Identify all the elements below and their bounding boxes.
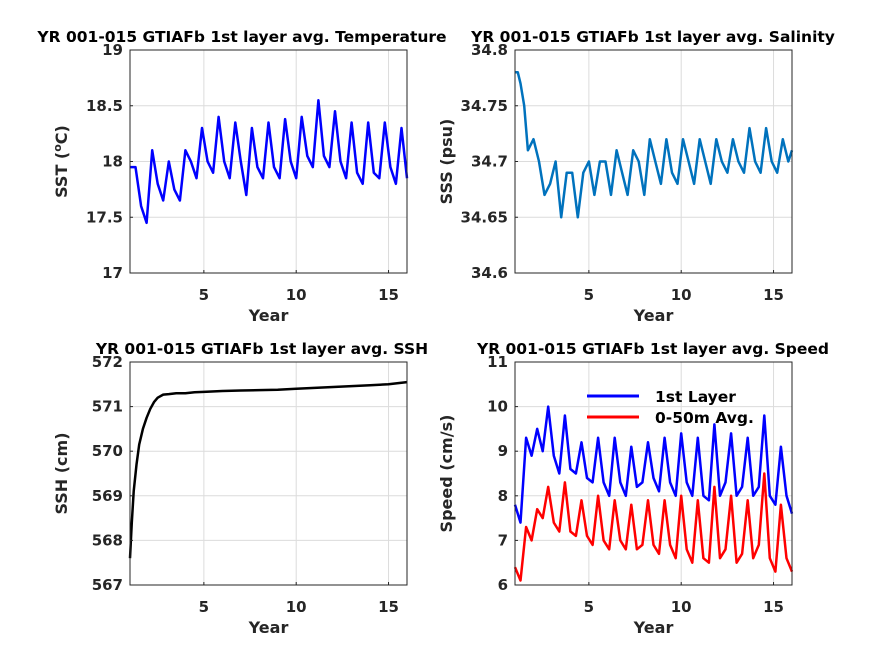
x-tick-label: 15 bbox=[378, 286, 399, 304]
x-tick-label: 15 bbox=[763, 286, 784, 304]
plot-area bbox=[130, 362, 407, 585]
x-tick-label: 10 bbox=[671, 286, 692, 304]
y-tick-label: 17 bbox=[102, 264, 123, 282]
salinity-panel: 5 10 15 34.6 34.65 34.7 34.75 34.8YR 001-015 GT… bbox=[437, 28, 835, 325]
y-tick-label: 568 bbox=[92, 531, 123, 549]
x-tick-label: 5 bbox=[199, 286, 209, 304]
x-tick-label: 15 bbox=[378, 598, 399, 616]
y-tick-label: 7 bbox=[498, 531, 508, 549]
y-tick-label: 34.7 bbox=[471, 153, 508, 171]
y-tick-label: 569 bbox=[92, 487, 123, 505]
chart-title: YR 001-015 GTIAFb 1st layer avg. Speed bbox=[476, 340, 829, 358]
series-line-0 bbox=[130, 98, 409, 225]
x-axis-label: Year bbox=[633, 618, 674, 637]
y-tick-label: 8 bbox=[498, 487, 508, 505]
x-tick-label: 10 bbox=[286, 286, 307, 304]
chart-title: YR 001-015 GTIAFb 1st layer avg. Salinit… bbox=[470, 28, 835, 46]
chart-title: YR 001-015 GTIAFb 1st layer avg. SSH bbox=[95, 340, 428, 358]
y-tick-label: 571 bbox=[92, 398, 123, 416]
series-line-0 bbox=[513, 405, 794, 524]
chart-title: YR 001-015 GTIAFb 1st layer avg. Tempera… bbox=[36, 28, 446, 46]
series-line-0 bbox=[515, 71, 794, 219]
y-tick-label: 34.65 bbox=[461, 208, 508, 226]
x-axis-label: Year bbox=[633, 306, 674, 325]
x-tick-label: 5 bbox=[584, 286, 594, 304]
y-tick-label: 34.6 bbox=[471, 264, 508, 282]
y-axis-label: SSS (psu) bbox=[437, 119, 456, 205]
y-tick-label: 11 bbox=[487, 353, 508, 371]
legend-label: 0-50m Avg. bbox=[655, 409, 754, 427]
y-tick-label: 572 bbox=[92, 353, 123, 371]
x-tick-label: 15 bbox=[763, 598, 784, 616]
x-tick-label: 10 bbox=[671, 598, 692, 616]
y-tick-label: 9 bbox=[498, 442, 508, 460]
y-tick-label: 10 bbox=[487, 398, 508, 416]
y-tick-label: 34.75 bbox=[461, 97, 508, 115]
axes-box bbox=[129, 361, 408, 586]
x-tick-label: 5 bbox=[199, 598, 209, 616]
x-tick-label: 10 bbox=[286, 598, 307, 616]
legend-label: 1st Layer bbox=[655, 388, 736, 406]
y-tick-label: 34.8 bbox=[471, 41, 508, 59]
y-axis-label: Speed (cm/s) bbox=[437, 415, 456, 533]
y-tick-label: 6 bbox=[498, 576, 508, 594]
series-line-0 bbox=[128, 380, 408, 559]
y-axis-label: SST (oC) bbox=[51, 125, 72, 198]
y-tick-label: 18 bbox=[102, 153, 123, 171]
y-tick-label: 570 bbox=[92, 442, 123, 460]
x-tick-label: 5 bbox=[584, 598, 594, 616]
y-axis-label: SSH (cm) bbox=[52, 432, 71, 514]
y-tick-label: 567 bbox=[92, 576, 123, 594]
axes-box bbox=[514, 361, 793, 586]
series-line-1 bbox=[513, 472, 794, 582]
y-tick-label: 19 bbox=[102, 41, 123, 59]
x-axis-label: Year bbox=[248, 618, 289, 637]
y-tick-label: 17.5 bbox=[86, 208, 123, 226]
x-axis-label: Year bbox=[248, 306, 289, 325]
y-tick-label: 18.5 bbox=[86, 97, 123, 115]
